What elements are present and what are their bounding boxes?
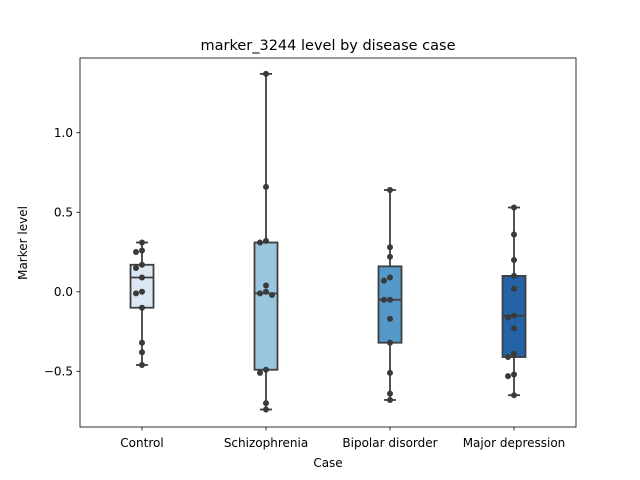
data-point — [387, 296, 393, 303]
y-tick-label: 0.5 — [54, 205, 73, 219]
data-point — [511, 325, 517, 332]
y-axis-label: Marker level — [16, 206, 30, 280]
x-tick-label: Major depression — [463, 436, 566, 450]
data-point — [511, 231, 517, 238]
data-point — [139, 288, 145, 295]
data-point — [505, 354, 511, 361]
data-point — [257, 290, 263, 297]
data-point — [257, 239, 263, 246]
data-point — [511, 371, 517, 378]
box-group — [501, 204, 527, 399]
x-tick-label: Control — [120, 436, 163, 450]
data-point — [511, 272, 517, 279]
data-point — [263, 70, 269, 77]
data-point — [263, 400, 269, 407]
data-point — [133, 290, 139, 297]
x-tick-label: Schizophrenia — [224, 436, 308, 450]
data-point — [387, 369, 393, 376]
data-point — [139, 239, 145, 246]
data-point — [139, 261, 145, 268]
data-point — [381, 277, 387, 284]
data-point — [511, 204, 517, 211]
data-point — [387, 339, 393, 346]
data-point — [257, 369, 263, 376]
data-point — [139, 361, 145, 368]
x-axis-label: Case — [313, 456, 342, 470]
data-point — [133, 249, 139, 256]
data-point — [139, 339, 145, 346]
data-point — [511, 256, 517, 263]
data-point — [263, 406, 269, 413]
data-point — [505, 314, 511, 321]
data-point — [387, 244, 393, 251]
data-point — [387, 274, 393, 281]
box-group — [377, 187, 403, 403]
data-point — [263, 366, 269, 373]
data-point — [139, 274, 145, 281]
data-point — [133, 264, 139, 271]
data-point — [511, 285, 517, 292]
chart-title: marker_3244 level by disease case — [201, 38, 456, 54]
data-point — [263, 288, 269, 295]
box-iqr — [253, 241, 279, 371]
plot-area: −0.5 0.0 0.5 1.0 Control Schizophrenia Bipolar… — [44, 57, 577, 450]
data-point — [269, 291, 275, 298]
x-tick-label: Bipolar disorder — [342, 436, 437, 450]
data-point — [139, 304, 145, 311]
data-point — [387, 315, 393, 322]
data-point — [139, 247, 145, 254]
y-tick-label: 0.0 — [54, 285, 73, 299]
data-point — [387, 253, 393, 260]
data-point — [511, 350, 517, 357]
box-group — [253, 70, 279, 413]
data-point — [387, 396, 393, 403]
data-point — [511, 392, 517, 399]
y-tick-label: 1.0 — [54, 126, 73, 140]
box-iqr — [129, 263, 155, 309]
data-point — [263, 237, 269, 244]
data-point — [139, 349, 145, 356]
data-point — [505, 373, 511, 380]
data-point — [381, 296, 387, 303]
y-tick-label: −0.5 — [44, 364, 73, 378]
data-point — [511, 312, 517, 319]
data-point — [263, 183, 269, 190]
plot-frame — [79, 57, 577, 428]
data-point — [263, 282, 269, 289]
box-group — [129, 239, 155, 368]
data-point — [387, 390, 393, 397]
data-point — [387, 187, 393, 194]
